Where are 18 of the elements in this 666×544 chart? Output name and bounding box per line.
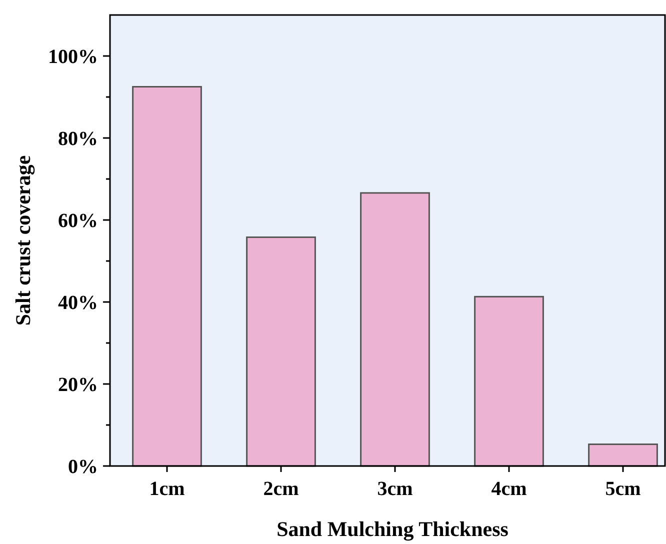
y-tick-label: 80% <box>58 128 98 150</box>
y-tick-label: 100% <box>48 46 98 68</box>
x-axis-title: Sand Mulching Thickness <box>276 517 508 541</box>
x-tick-label: 4cm <box>491 478 528 500</box>
y-tick-label: 40% <box>58 292 98 314</box>
x-tick-label: 3cm <box>377 478 414 500</box>
bar <box>588 444 658 467</box>
bar <box>132 86 202 467</box>
bar <box>246 236 316 467</box>
y-tick-label: 0% <box>68 456 98 478</box>
y-axis-title: Salt crust coverage <box>11 155 35 326</box>
x-tick-label: 5cm <box>605 478 642 500</box>
y-tick-label: 60% <box>58 210 98 232</box>
bar <box>474 296 544 467</box>
x-tick-label: 2cm <box>263 478 300 500</box>
x-tick-label: 1cm <box>149 478 186 500</box>
bar <box>360 192 430 467</box>
y-tick-label: 20% <box>58 374 98 396</box>
